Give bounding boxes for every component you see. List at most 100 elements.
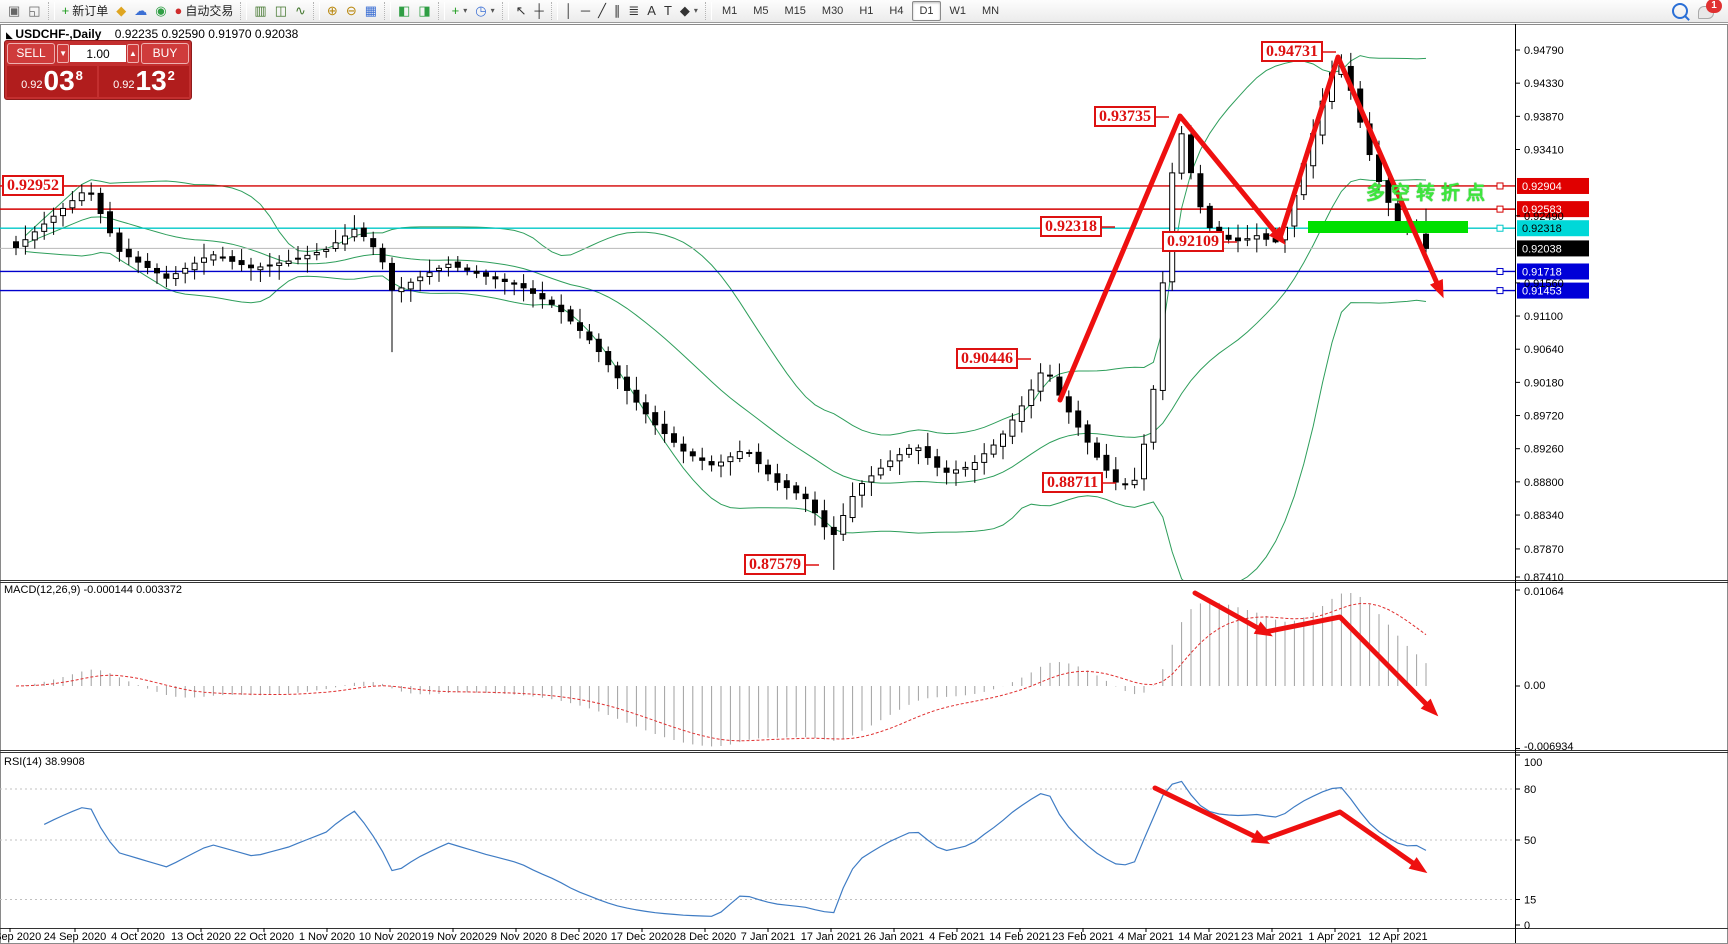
shapes-tool-glyph: ◆: [679, 3, 690, 18]
date-label: 10 Nov 2020: [359, 931, 421, 943]
price-annotation: 0.87579: [744, 554, 806, 575]
buy-button[interactable]: BUY: [141, 43, 189, 64]
arrange-windows-icon[interactable]: ◧: [394, 1, 414, 21]
candles-chart-icon[interactable]: ◫: [271, 1, 291, 21]
hline-tool[interactable]: ─: [577, 1, 594, 21]
zoom-out-icon[interactable]: ⊖: [342, 1, 361, 21]
timeframe-mn[interactable]: MN: [982, 5, 1000, 17]
date-label: 4 Oct 2020: [111, 931, 165, 943]
timeframe-h4[interactable]: H4: [889, 5, 904, 17]
timeframe-m30[interactable]: M30: [821, 5, 844, 17]
line-chart-icon[interactable]: ∿: [291, 1, 310, 21]
period-button[interactable]: ◷ ▾: [471, 1, 498, 21]
symbol-period-label: USDCHF-,Daily: [15, 27, 102, 41]
autotrade-button[interactable]: ● 自动交易: [171, 1, 238, 21]
date-label: 24 Sep 2020: [44, 931, 106, 943]
signals-icon[interactable]: ◉: [151, 1, 170, 21]
publisher-icon[interactable]: ☁: [130, 1, 151, 21]
rsi-value: 38.9908: [44, 756, 85, 768]
timeframe-bar: M1 M5 M15 M30 H1 H4 D1 W1 MN: [715, 1, 1006, 21]
shapes-tool[interactable]: ◆ ▾: [676, 1, 702, 21]
search-icon[interactable]: [1672, 3, 1688, 19]
chart-window-icon[interactable]: ▣: [4, 1, 24, 21]
toolbar-separator: [501, 2, 509, 20]
trend-arrow: [1152, 785, 1423, 871]
y-axis-tick: 0.91560: [1524, 278, 1564, 290]
add-indicator-button[interactable]: + ▾: [448, 1, 472, 21]
y-axis-tick: 0.93410: [1524, 144, 1564, 156]
hline-tool-glyph: ─: [580, 3, 591, 18]
sell-price[interactable]: 0.92 03 8: [7, 66, 97, 97]
cursor-tool-glyph: ↖: [515, 3, 527, 18]
date-label: 17 Jan 2021: [801, 931, 862, 943]
buy-price-big: 13: [135, 65, 167, 96]
y-axis-tick: 0.94330: [1524, 78, 1564, 90]
date-label: 4 Feb 2021: [929, 931, 985, 943]
lot-decrease-button[interactable]: ▼: [57, 44, 70, 63]
svg-text:0.91453: 0.91453: [1522, 286, 1562, 298]
date-label: 1 Nov 2020: [299, 931, 355, 943]
new-order-button-label: 新订单: [72, 4, 109, 18]
price-badge: [1517, 220, 1589, 237]
timeframe-d1[interactable]: D1: [912, 1, 941, 21]
y-axis-tick: 0.91100: [1524, 311, 1563, 323]
history-center-icon[interactable]: ◆: [112, 1, 130, 21]
trend-arrow: [1192, 590, 1435, 713]
dropdown-caret-icon: ▾: [490, 6, 495, 15]
toolbar-separator: [312, 2, 320, 20]
bars-chart-icon[interactable]: ▥: [250, 1, 270, 21]
sell-button[interactable]: SELL: [7, 43, 55, 64]
vline-tool[interactable]: │: [561, 1, 577, 21]
dropdown-caret-icon: ▾: [693, 6, 698, 15]
main-chart-pane: [0, 52, 1515, 580]
buy-price[interactable]: 0.92 13 2: [99, 66, 189, 97]
lot-size-input[interactable]: [70, 45, 126, 62]
timeframe-m15[interactable]: M15: [784, 5, 806, 17]
notifications-button[interactable]: 1: [1698, 0, 1722, 19]
macd-label: MACD(12,26,9): [4, 584, 81, 596]
timeframe-h1[interactable]: H1: [859, 5, 874, 17]
sell-price-prefix: 0.92: [21, 79, 43, 91]
price-annotation: 0.92318: [1040, 216, 1102, 237]
publisher-icon-glyph: ☁: [134, 3, 148, 18]
date-label: 1 Apr 2021: [1308, 931, 1361, 943]
arrange-vertical-icon[interactable]: ◨: [414, 1, 434, 21]
cursor-tool[interactable]: ↖: [512, 1, 531, 21]
toolbar-separator: [704, 2, 712, 20]
new-order-button[interactable]: + 新订单: [58, 1, 113, 21]
text-tool[interactable]: A: [643, 1, 660, 21]
svg-text:0.92904: 0.92904: [1522, 181, 1562, 193]
svg-text:0.92583: 0.92583: [1522, 204, 1562, 216]
zoom-in-icon-glyph: ⊕: [326, 3, 338, 18]
y-axis-tick: 0.88340: [1524, 510, 1564, 522]
price-badge: [1517, 263, 1589, 280]
channel-tool[interactable]: ∥: [610, 1, 625, 21]
tile-windows-icon[interactable]: ▦: [361, 1, 381, 21]
date-label: 7 Jan 2021: [741, 931, 795, 943]
label-tool[interactable]: T: [660, 1, 676, 21]
price-badge: [1517, 201, 1589, 218]
lot-increase-button[interactable]: ▲: [126, 44, 139, 63]
timeframe-w1[interactable]: W1: [949, 5, 967, 17]
date-label: 22 Oct 2020: [234, 931, 294, 943]
trendline-tool[interactable]: ╱: [594, 1, 610, 21]
macd-header: MACD(12,26,9) -0.000144 0.003372: [4, 584, 182, 596]
crosshair-tool[interactable]: ┼: [531, 1, 548, 21]
timeframe-m1[interactable]: M1: [721, 5, 738, 17]
fibonacci-tool[interactable]: ≣: [624, 1, 643, 21]
turning-point-note: 多空转折点: [1366, 183, 1492, 204]
date-label: 26 Jan 2021: [864, 931, 925, 943]
svg-text:0.92318: 0.92318: [1522, 223, 1562, 235]
chart-preview-icon[interactable]: ◱: [24, 1, 44, 21]
timeframe-m5[interactable]: M5: [753, 5, 769, 17]
price-annotation: 0.94731: [1261, 41, 1323, 62]
macd-axis-tick: -0.006934: [1524, 741, 1574, 753]
toolbar-separator: [437, 2, 445, 20]
bars-chart-icon-glyph: ▥: [254, 3, 267, 18]
date-label: 23 Feb 2021: [1052, 931, 1114, 943]
svg-text:0.91718: 0.91718: [1522, 266, 1562, 278]
zoom-in-icon[interactable]: ⊕: [323, 1, 342, 21]
dropdown-caret-icon: ▾: [463, 6, 468, 15]
